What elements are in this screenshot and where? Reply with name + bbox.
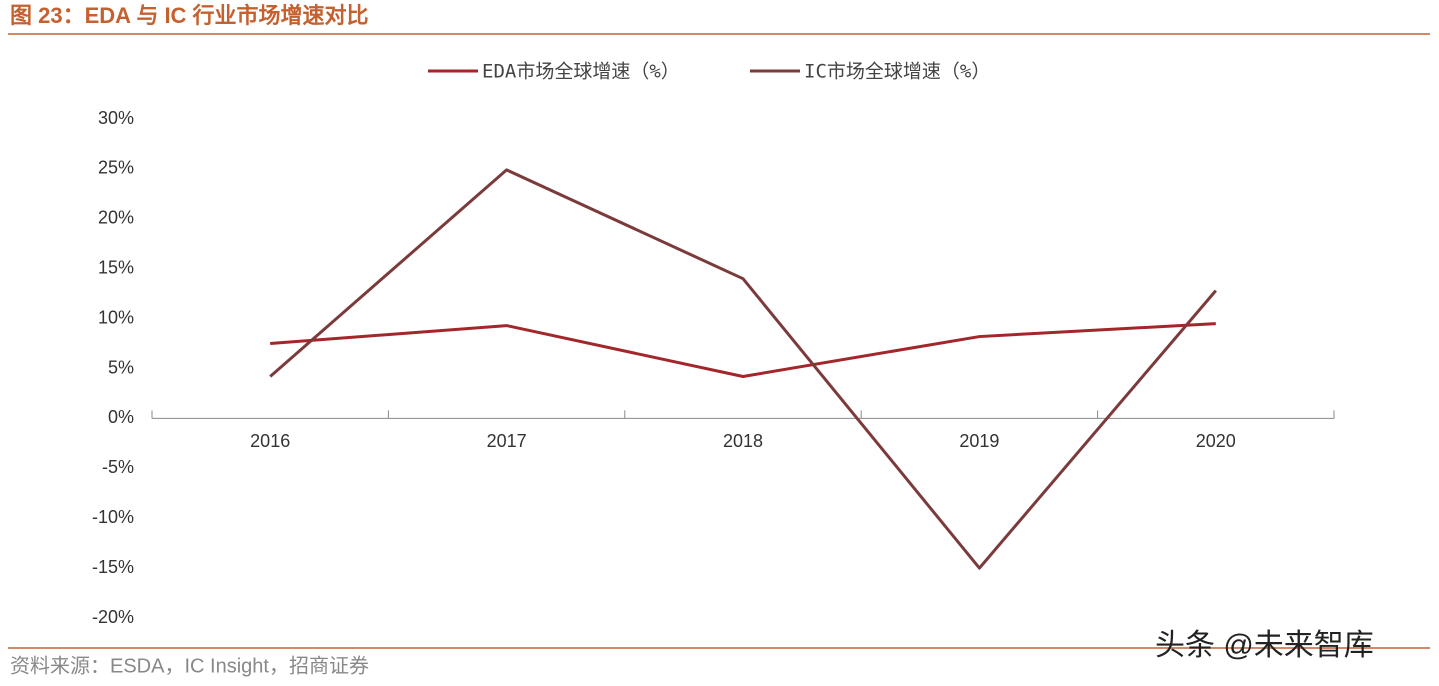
legend-label: IC市场全球增速（%） [804, 61, 990, 83]
x-tick-label: 2016 [250, 431, 290, 451]
y-tick-label: -5% [102, 457, 134, 477]
x-tick-label: 2020 [1196, 431, 1236, 451]
y-tick-label: 15% [98, 257, 134, 277]
legend-label: EDA市场全球增速（%） [482, 61, 680, 83]
y-tick-label: 5% [108, 357, 134, 377]
y-tick-label: -20% [92, 607, 134, 627]
watermark: 头条 @未来智库 [1155, 629, 1374, 662]
series-line [270, 322, 1216, 378]
y-tick-label: 30% [98, 108, 134, 128]
x-tick-label: 2019 [959, 431, 999, 451]
y-tick-label: 25% [98, 158, 134, 178]
y-tick-label: -15% [92, 557, 134, 577]
x-tick-label: 2017 [487, 431, 527, 451]
y-tick-label: 10% [98, 307, 134, 327]
series-line [269, 168, 1217, 570]
y-tick-label: 0% [108, 407, 134, 427]
x-tick-label: 2018 [723, 431, 763, 451]
source-note: 资料来源：ESDA，IC Insight，招商证券 [10, 654, 369, 677]
chart-title: 图 23：EDA 与 IC 行业市场增速对比 [10, 3, 369, 28]
y-tick-label: -10% [92, 507, 134, 527]
y-tick-label: 20% [98, 208, 134, 228]
